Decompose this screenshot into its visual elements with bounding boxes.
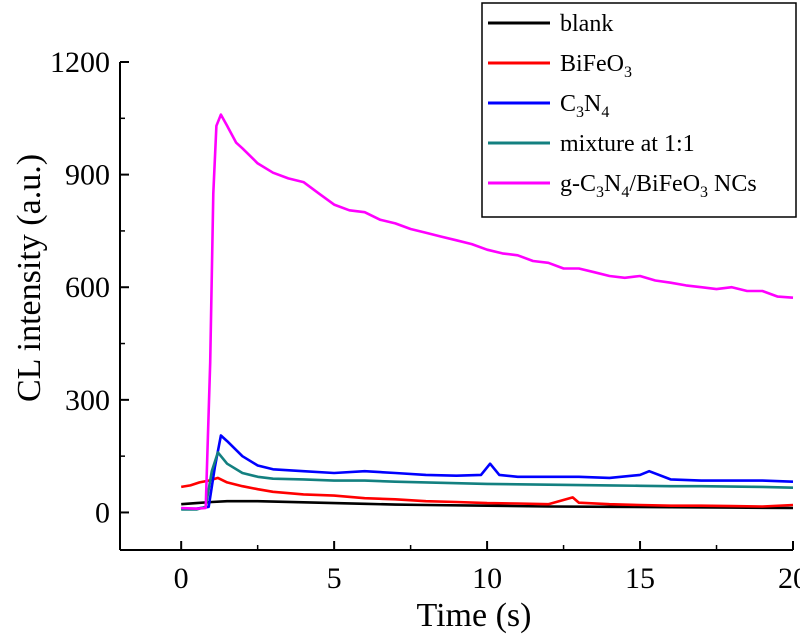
y-tick-label: 0 (95, 496, 110, 529)
legend-label-2: BiFeO3 (560, 51, 632, 81)
y-tick-label: 1200 (50, 46, 110, 79)
x-tick-label: 10 (472, 562, 502, 595)
y-tick-label: 300 (65, 384, 110, 417)
legend-label-1: blank (560, 11, 613, 37)
legend: blank BiFeO3 C3N4 mixture at 1:1 g-C3N4/BiFe… (481, 2, 797, 218)
series-line-4 (181, 451, 794, 511)
y-tick-label: 600 (65, 271, 110, 304)
series-line-1 (181, 499, 794, 510)
legend-label-4: mixture at 1:1 (560, 131, 695, 157)
y-tick-label: 900 (65, 159, 110, 192)
series-line-3 (181, 434, 794, 511)
x-tick-label: 20 (778, 562, 800, 595)
legend-label-3: C3N4 (560, 91, 609, 121)
axes-layer: 0 5 10 15 20 0 300 600 900 1200 (50, 46, 800, 595)
y-axis-label: CL intensity (a.u.) (11, 154, 48, 402)
series-layer (180, 113, 794, 511)
x-tick-label: 15 (625, 562, 655, 595)
legend-label-5: g-C3N4/BiFeO3 NCs (560, 171, 757, 201)
series-line-5 (181, 113, 794, 511)
series-line-2 (180, 476, 794, 508)
x-tick-label: 0 (174, 562, 189, 595)
x-tick-label: 5 (327, 562, 342, 595)
x-axis-label: Time (s) (417, 597, 532, 634)
legend-box (481, 2, 797, 218)
